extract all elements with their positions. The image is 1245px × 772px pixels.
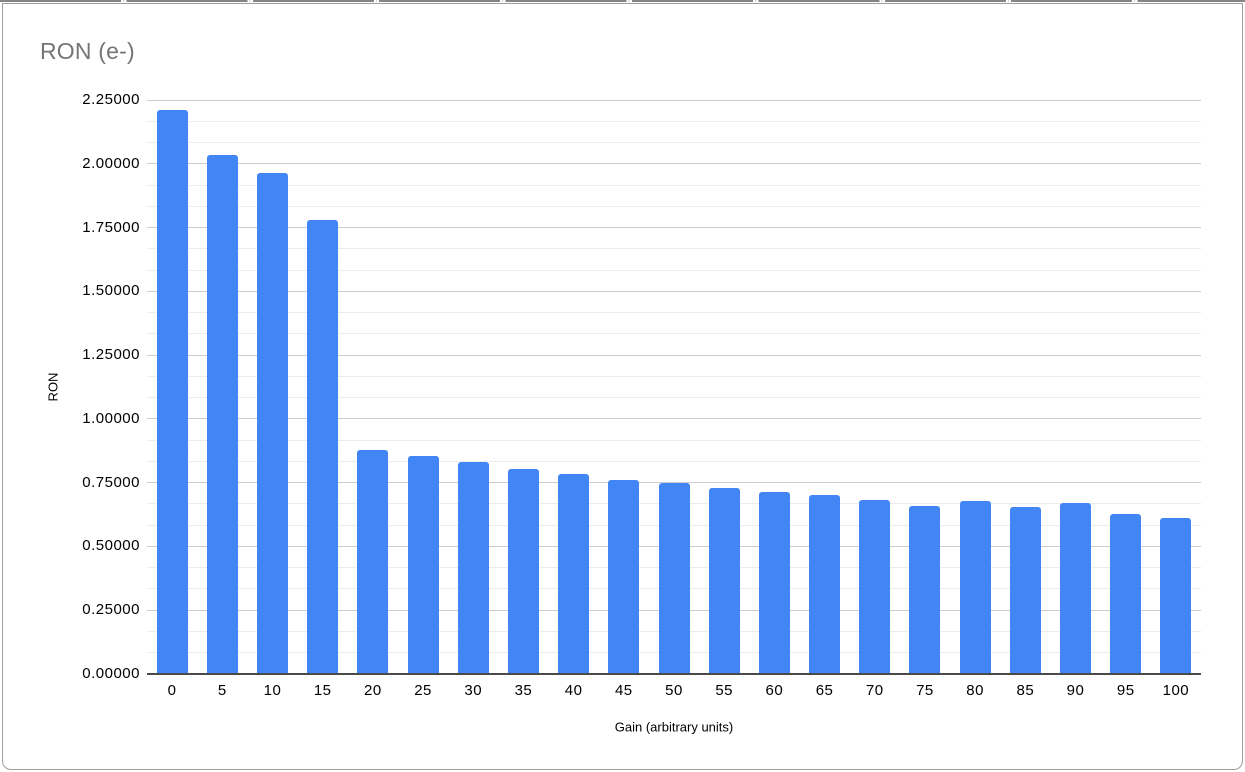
major-gridline: [147, 290, 1201, 292]
x-tick-label: 70: [865, 682, 884, 699]
x-tick-label: 30: [464, 682, 483, 699]
x-tick-label: 65: [815, 682, 834, 699]
bar-40[interactable]: [558, 474, 590, 674]
minor-gridline: [147, 248, 1201, 250]
major-gridline: [147, 227, 1201, 229]
x-axis-line: [147, 673, 1201, 675]
bar-60[interactable]: [758, 492, 790, 674]
bar-65[interactable]: [809, 495, 841, 674]
y-tick-label: 0.50000: [82, 537, 140, 555]
x-tick-label: 85: [1016, 682, 1035, 699]
major-gridline: [147, 354, 1201, 356]
minor-gridline: [147, 184, 1201, 186]
bar-30[interactable]: [457, 462, 489, 674]
minor-gridline: [147, 333, 1201, 335]
bar-75[interactable]: [909, 506, 941, 674]
minor-gridline: [147, 312, 1201, 314]
y-tick-label: 1.50000: [82, 282, 140, 300]
bar-95[interactable]: [1110, 514, 1142, 674]
major-gridline: [147, 163, 1201, 165]
bar-15[interactable]: [307, 220, 339, 674]
y-tick-label: 1.00000: [82, 409, 140, 427]
minor-gridline: [147, 269, 1201, 271]
y-tick-label: 1.25000: [82, 346, 140, 364]
major-gridline: [147, 482, 1201, 484]
x-tick-label: 100: [1162, 682, 1190, 699]
x-tick-label: 95: [1116, 682, 1135, 699]
x-tick-label: 10: [263, 682, 282, 699]
bar-5[interactable]: [206, 155, 238, 674]
bar-50[interactable]: [658, 483, 690, 674]
x-tick-label: 50: [665, 682, 683, 699]
x-tick-label: 35: [514, 682, 533, 699]
minor-gridline: [147, 142, 1201, 144]
x-tick-label: 45: [614, 682, 633, 699]
minor-gridline: [147, 460, 1201, 462]
x-tick-label: 80: [966, 682, 984, 699]
bar-10[interactable]: [256, 173, 288, 674]
x-tick-label: 90: [1066, 682, 1085, 699]
bar-35[interactable]: [507, 469, 539, 674]
x-tick-label: 15: [313, 682, 332, 699]
chart-title: RON (e-): [40, 38, 135, 64]
x-tick-label: 25: [414, 682, 432, 699]
x-tick-label: 55: [715, 682, 734, 699]
x-tick-label: 20: [364, 682, 382, 699]
bar-25[interactable]: [407, 456, 439, 674]
minor-gridline: [147, 120, 1201, 122]
bar-70[interactable]: [859, 500, 891, 674]
minor-gridline: [147, 375, 1201, 377]
bar-0[interactable]: [156, 110, 188, 674]
bar-85[interactable]: [1009, 507, 1041, 674]
y-axis-title: RON: [45, 372, 61, 402]
y-tick-label: 2.00000: [82, 154, 140, 172]
y-tick-label: 0.75000: [82, 473, 140, 491]
bar-20[interactable]: [357, 450, 389, 674]
bar-45[interactable]: [608, 480, 640, 674]
minor-gridline: [147, 439, 1201, 441]
y-tick-label: 0.25000: [82, 601, 140, 619]
x-tick-label: 5: [217, 682, 227, 699]
y-tick-label: 1.75000: [82, 218, 140, 236]
minor-gridline: [147, 397, 1201, 399]
major-gridline: [147, 418, 1201, 420]
spreadsheet-gridline-remnant: [0, 0, 1245, 2]
bar-55[interactable]: [708, 488, 740, 674]
bar-90[interactable]: [1060, 503, 1092, 674]
x-tick-label: 60: [765, 682, 784, 699]
minor-gridline: [147, 205, 1201, 207]
x-axis-title: Gain (arbitrary units): [614, 719, 734, 735]
bar-80[interactable]: [959, 501, 991, 674]
major-gridline: [147, 99, 1201, 101]
bar-100[interactable]: [1160, 518, 1192, 674]
y-tick-label: 0.00000: [82, 665, 140, 682]
y-tick-label: 2.25000: [82, 91, 140, 108]
x-tick-label: 0: [167, 682, 177, 699]
x-tick-label: 40: [564, 682, 583, 699]
x-tick-label: 75: [916, 682, 934, 699]
